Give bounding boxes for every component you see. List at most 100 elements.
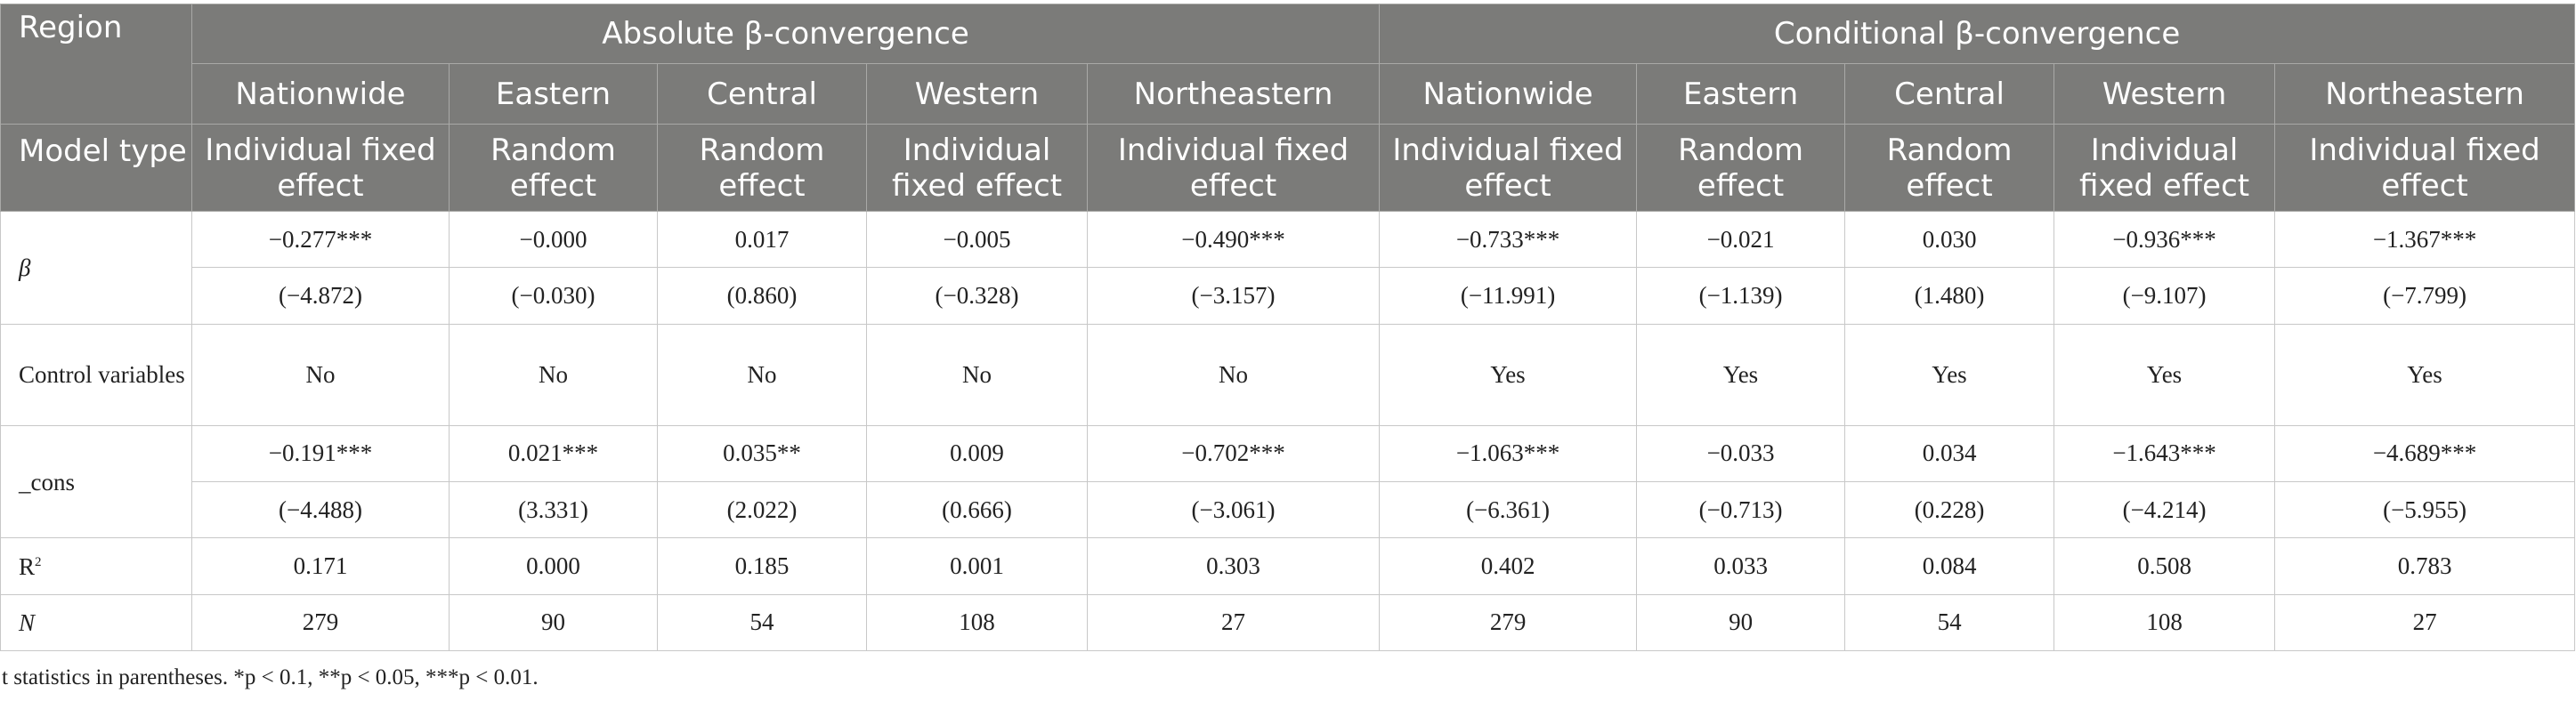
beta-tstat-cell: (1.480) — [1844, 267, 2055, 325]
model-type-header: Model type — [0, 124, 192, 212]
cons-coef-cell: 0.009 — [866, 424, 1088, 483]
cons-coef-cell: −0.033 — [1636, 424, 1846, 483]
beta-coef-cell: −0.733*** — [1379, 210, 1638, 269]
cons-tstat-cell: (−3.061) — [1086, 481, 1381, 539]
control-cell: No — [1086, 323, 1381, 426]
n-cell: 27 — [2274, 593, 2576, 652]
cons-tstat-cell: (3.331) — [449, 481, 658, 539]
n-cell: 54 — [1844, 593, 2055, 652]
control-cell: No — [657, 323, 867, 426]
control-cell: No — [449, 323, 658, 426]
regression-table: Region Absolute β-convergence Conditiona… — [0, 4, 2576, 652]
model-type-cell: Individual fixed effect — [2274, 124, 2576, 212]
beta-tstat-cell: (−11.991) — [1379, 267, 1638, 325]
model-type-cell: Individual fixed effect — [1379, 124, 1638, 212]
n-cell: 108 — [2054, 593, 2276, 652]
n-cell: 27 — [1086, 593, 1381, 652]
cons-tstat-cell: (−5.955) — [2274, 481, 2576, 539]
n-label: N — [0, 593, 192, 652]
control-cell: No — [866, 323, 1088, 426]
cons-coef-cell: −4.689*** — [2274, 424, 2576, 483]
model-type-cell: Random effect — [1636, 124, 1846, 212]
beta-coef-cell: 0.017 — [657, 210, 867, 269]
r2-cell: 0.001 — [866, 537, 1088, 595]
cons-coef-cell: 0.021*** — [449, 424, 658, 483]
conditional-convergence-header: Conditional β-convergence — [1379, 4, 2576, 64]
region-col-header: Central — [1844, 63, 2055, 125]
model-type-cell: Individual fixed effect — [1086, 124, 1381, 212]
beta-tstat-cell: (−4.872) — [191, 267, 450, 325]
r2-superscript: 2 — [35, 554, 42, 569]
r2-cell: 0.783 — [2274, 537, 2576, 595]
beta-row-label: β — [0, 211, 192, 325]
cons-coef-cell: −0.191*** — [191, 424, 450, 483]
r2-cell: 0.303 — [1086, 537, 1381, 595]
region-col-header: Nationwide — [191, 63, 450, 125]
r2-label-text: R — [19, 552, 36, 580]
cons-tstat-cell: (−4.488) — [191, 481, 450, 539]
n-cell: 108 — [866, 593, 1088, 652]
beta-coef-cell: −0.936*** — [2054, 210, 2276, 269]
n-cell: 90 — [1636, 593, 1846, 652]
region-col-header: Northeastern — [1086, 63, 1381, 125]
header-row-regions: Nationwide Eastern Central Western North… — [1, 63, 2576, 125]
beta-tstat-row: (−4.872) (−0.030) (0.860) (−0.328) (−3.1… — [1, 267, 2576, 325]
cons-label: _cons — [0, 424, 192, 539]
r2-cell: 0.171 — [191, 537, 450, 595]
cons-coef-cell: 0.035** — [657, 424, 867, 483]
model-type-cell: Individual fixed effect — [191, 124, 450, 212]
n-cell: 90 — [449, 593, 658, 652]
model-type-cell: Random effect — [449, 124, 658, 212]
beta-coef-cell: −0.005 — [866, 210, 1088, 269]
control-cell: Yes — [2274, 323, 2576, 426]
control-cell: Yes — [1636, 323, 1846, 426]
r2-label: R2 — [0, 537, 192, 595]
control-variables-row: Control variables No No No No No Yes Yes… — [0, 323, 2576, 426]
cons-tstat-cell: (0.666) — [866, 481, 1088, 539]
model-type-cell: Individual fixed effect — [866, 124, 1088, 212]
cons-coef-row: _cons −0.191*** 0.021*** 0.035** 0.009 −… — [0, 424, 2576, 539]
cons-coef-cell: −0.702*** — [1086, 424, 1381, 483]
r2-cell: 0.508 — [2054, 537, 2276, 595]
beta-tstat-cell: (−7.799) — [2274, 267, 2576, 325]
beta-tstat-cell: (−1.139) — [1636, 267, 1846, 325]
r2-cell: 0.185 — [657, 537, 867, 595]
r2-cell: 0.000 — [449, 537, 658, 595]
region-col-header: Western — [2054, 63, 2276, 125]
cons-tstat-cell: (0.228) — [1844, 481, 2055, 539]
header-row-model-type: Model type Individual fixed effect Rando… — [0, 124, 2576, 212]
n-cell: 54 — [657, 593, 867, 652]
beta-coef-cell: −1.367*** — [2274, 210, 2576, 269]
n-cell: 279 — [1379, 593, 1638, 652]
cons-coef-cell: −1.643*** — [2054, 424, 2276, 483]
cons-tstat-cell: (−0.713) — [1636, 481, 1846, 539]
r2-cell: 0.033 — [1636, 537, 1846, 595]
model-type-cell: Random effect — [657, 124, 867, 212]
header-row-groups: Region Absolute β-convergence Conditiona… — [0, 4, 2576, 125]
beta-coef-cell: 0.030 — [1844, 210, 2055, 269]
r2-row: R2 0.171 0.000 0.185 0.001 0.303 0.402 0… — [0, 537, 2576, 595]
control-variables-label: Control variables — [0, 323, 192, 426]
region-col-header: Western — [866, 63, 1088, 125]
cons-tstat-cell: (−4.214) — [2054, 481, 2276, 539]
n-label-text: N — [19, 608, 36, 636]
table-body: β −0.277*** −0.000 0.017 −0.005 −0.490**… — [0, 210, 2576, 652]
cons-coef-cell: −1.063*** — [1379, 424, 1638, 483]
cons-tstat-cell: (−6.361) — [1379, 481, 1638, 539]
table-header: Region Absolute β-convergence Conditiona… — [0, 4, 2576, 212]
region-col-header: Nationwide — [1379, 63, 1638, 125]
beta-tstat-cell: (−0.328) — [866, 267, 1088, 325]
region-header: Region — [0, 4, 192, 125]
beta-coef-cell: −0.000 — [449, 210, 658, 269]
control-cell: No — [191, 323, 450, 426]
table-footnote: t statistics in parentheses. *p < 0.1, *… — [2, 665, 539, 689]
beta-tstat-cell: (−3.157) — [1086, 267, 1381, 325]
cons-coef-cell: 0.034 — [1844, 424, 2055, 483]
absolute-convergence-header: Absolute β-convergence — [190, 4, 1381, 64]
control-cell: Yes — [1379, 323, 1638, 426]
region-col-header: Eastern — [1636, 63, 1846, 125]
control-cell: Yes — [2054, 323, 2276, 426]
model-type-cell: Individual fixed effect — [2054, 124, 2276, 212]
beta-tstat-cell: (−9.107) — [2054, 267, 2276, 325]
r2-cell: 0.402 — [1379, 537, 1638, 595]
